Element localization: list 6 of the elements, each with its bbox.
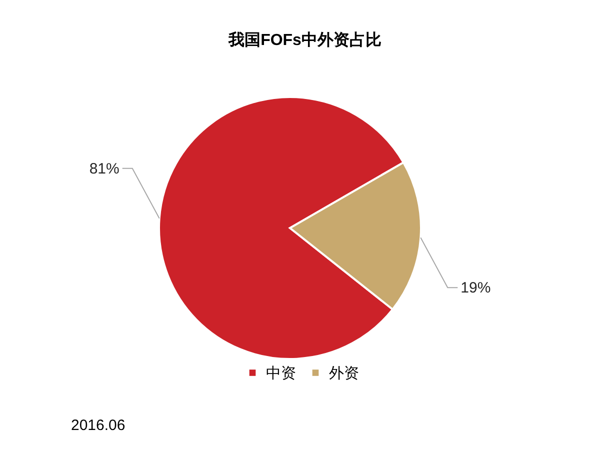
legend-label: 外资 <box>329 364 359 382</box>
data-label: 19% <box>460 280 491 297</box>
legend-label: 中资 <box>266 364 296 382</box>
chart-title: 我国FOFs中外资占比 <box>228 31 382 49</box>
data-label: 81% <box>89 160 120 178</box>
text: 2016.06 <box>71 417 126 434</box>
